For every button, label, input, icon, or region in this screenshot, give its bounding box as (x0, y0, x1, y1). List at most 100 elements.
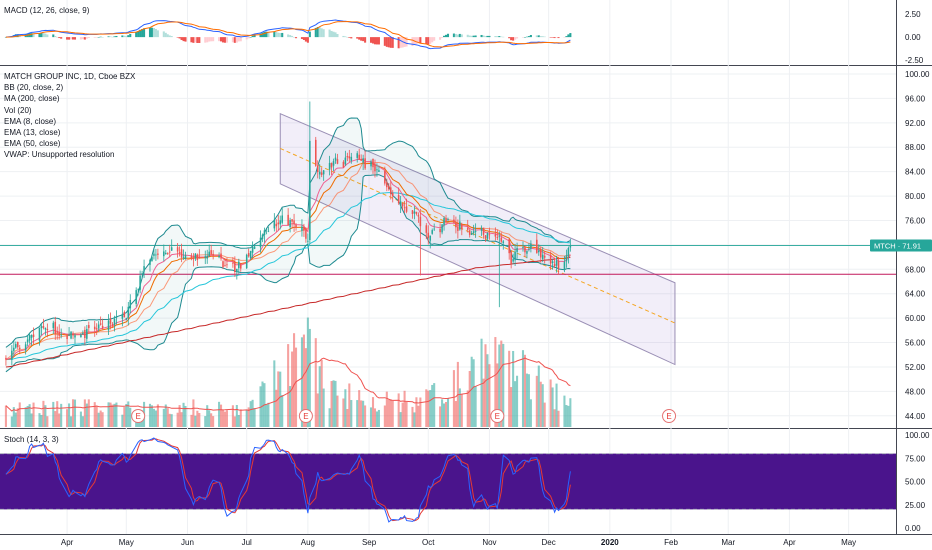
volume-bar (239, 409, 242, 427)
candle-body (259, 237, 262, 248)
volume-bar (85, 403, 88, 427)
price-tick-label: 56.00 (905, 339, 926, 348)
volume-bar (52, 401, 55, 427)
candle-body (190, 255, 193, 258)
candle-body (328, 162, 331, 170)
candle-body (182, 257, 185, 259)
volume-bar (14, 412, 17, 427)
volume-bar (565, 405, 568, 427)
candle-body (372, 158, 374, 168)
candle-body (384, 171, 386, 184)
candle-body (567, 247, 570, 257)
volume-bar (107, 402, 110, 427)
macd-histogram-bar (486, 35, 489, 38)
macd-histogram-bar (182, 37, 185, 42)
candle-body (472, 231, 475, 233)
macd-histogram-bar (360, 37, 363, 41)
macd-histogram-bar (417, 37, 420, 44)
indicator-ema13[interactable]: EMA (13, close) (4, 127, 61, 137)
volume-bar (439, 406, 442, 427)
candle-body (218, 255, 220, 258)
price-tag-label: MTCH · 71.91 (874, 241, 921, 250)
macd-histogram-bar (521, 37, 525, 38)
candle-body (344, 157, 347, 165)
volume-bar (223, 411, 227, 427)
candle-body (334, 157, 337, 161)
candle-body (362, 158, 364, 163)
macd-histogram-bar (514, 37, 517, 40)
volume-bar (42, 400, 45, 427)
volume-bar (419, 397, 422, 427)
volume-bar (249, 401, 252, 427)
macd-tick-label: 0.00 (905, 33, 921, 42)
candle-body (249, 250, 252, 259)
candle-body (15, 344, 17, 348)
volume-bar (348, 383, 351, 427)
volume-bar (496, 363, 499, 427)
volume-bar (516, 375, 519, 427)
indicator-ma200[interactable]: MA (200, close) (4, 94, 60, 104)
candle-body (289, 220, 291, 228)
candle-body (512, 259, 514, 262)
macd-histogram-bar (373, 37, 377, 45)
indicator-vwap[interactable]: VWAP: Unsupported resolution (4, 150, 115, 160)
indicator-ema50[interactable]: EMA (50, close) (4, 139, 61, 149)
macd-histogram-bar (356, 37, 359, 39)
macd-histogram-bar (377, 37, 380, 45)
candle-body (234, 261, 236, 272)
stoch-band (0, 453, 896, 510)
candle-body (70, 331, 72, 339)
volume-bar (115, 402, 118, 427)
volume-bar (314, 338, 317, 427)
macd-histogram-bar (287, 34, 290, 38)
earnings-marker (662, 409, 677, 423)
indicator-ema8[interactable]: EMA (8, close) (4, 116, 57, 126)
candle-body (204, 256, 207, 258)
macd-histogram-bar (482, 35, 485, 38)
regression-channel (279, 112, 676, 366)
earnings-marker-label: E (495, 412, 500, 421)
time-tick-label: 2020 (601, 538, 619, 547)
macd-histogram-bar (251, 35, 254, 38)
volume-bar (494, 337, 497, 427)
macd-histogram-bar (444, 34, 448, 38)
volume-bar (322, 388, 325, 427)
volume-bar (221, 410, 225, 427)
indicator-volume[interactable]: Vol (20) (4, 105, 32, 115)
macd-histogram-bar (502, 36, 505, 38)
macd-histogram-bar (162, 31, 165, 38)
volume-bar (279, 371, 282, 427)
candle-body (411, 210, 414, 214)
volume-bar (508, 350, 511, 427)
macd-histogram-bar (358, 37, 361, 40)
volume-bar (32, 402, 35, 427)
candle-body (143, 266, 145, 272)
candle-body (539, 249, 542, 258)
candle-body (455, 222, 457, 228)
volume-bar (358, 390, 361, 427)
candle-body (461, 224, 463, 230)
candle-body (322, 170, 325, 175)
candle-body (163, 251, 165, 257)
volume-bar (208, 410, 211, 427)
candle-body (543, 255, 546, 258)
symbol-title[interactable]: MATCH GROUP INC, 1D, Cboe BZX (4, 72, 136, 81)
time-tick-label: Sep (362, 538, 377, 547)
candle-body (522, 246, 524, 249)
candle-body (453, 219, 455, 223)
macd-histogram-bar (523, 37, 527, 38)
macd-histogram-bar (300, 37, 303, 39)
macd-histogram-bar (70, 37, 73, 40)
volume-bar (474, 386, 477, 427)
macd-histogram-bar (129, 33, 132, 38)
candle-body (194, 253, 197, 259)
volume-bar (12, 407, 15, 427)
macd-histogram-bar (371, 37, 375, 44)
ma200-line (5, 256, 571, 368)
indicator-bb[interactable]: BB (20, close, 2) (4, 83, 64, 93)
stoch-tick-label: 25.00 (905, 501, 926, 510)
volume-bar (443, 403, 446, 427)
candle-body (474, 231, 477, 232)
